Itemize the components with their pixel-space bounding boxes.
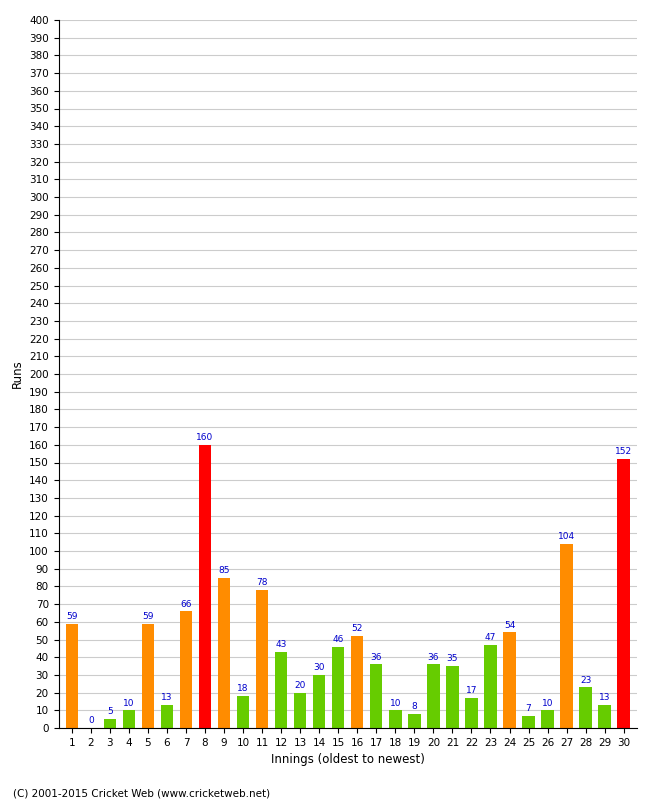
Bar bbox=[104, 719, 116, 728]
Bar bbox=[503, 633, 515, 728]
Bar bbox=[599, 705, 611, 728]
Text: 36: 36 bbox=[370, 653, 382, 662]
Text: 13: 13 bbox=[599, 694, 610, 702]
Bar bbox=[370, 664, 382, 728]
Text: 23: 23 bbox=[580, 676, 592, 685]
Bar bbox=[579, 687, 592, 728]
Text: 54: 54 bbox=[504, 621, 515, 630]
Bar bbox=[523, 716, 535, 728]
Text: 35: 35 bbox=[447, 654, 458, 663]
Text: 20: 20 bbox=[294, 681, 306, 690]
Bar bbox=[465, 698, 478, 728]
Text: 152: 152 bbox=[615, 447, 632, 456]
Text: 7: 7 bbox=[526, 704, 532, 713]
Bar bbox=[180, 611, 192, 728]
Text: 85: 85 bbox=[218, 566, 230, 575]
Bar bbox=[275, 652, 287, 728]
Bar bbox=[123, 710, 135, 728]
X-axis label: Innings (oldest to newest): Innings (oldest to newest) bbox=[271, 754, 424, 766]
Bar bbox=[66, 623, 78, 728]
Text: 78: 78 bbox=[256, 578, 268, 587]
Bar bbox=[218, 578, 230, 728]
Bar bbox=[447, 666, 459, 728]
Text: (C) 2001-2015 Cricket Web (www.cricketweb.net): (C) 2001-2015 Cricket Web (www.cricketwe… bbox=[13, 788, 270, 798]
Text: 17: 17 bbox=[465, 686, 477, 695]
Text: 52: 52 bbox=[352, 624, 363, 634]
Bar bbox=[351, 636, 363, 728]
Text: 66: 66 bbox=[180, 599, 192, 609]
Bar bbox=[256, 590, 268, 728]
Bar bbox=[161, 705, 173, 728]
Text: 10: 10 bbox=[123, 698, 135, 708]
Text: 46: 46 bbox=[333, 635, 344, 644]
Bar bbox=[313, 675, 326, 728]
Bar bbox=[199, 445, 211, 728]
Text: 5: 5 bbox=[107, 707, 112, 717]
Text: 30: 30 bbox=[313, 663, 325, 672]
Text: 59: 59 bbox=[142, 612, 153, 621]
Y-axis label: Runs: Runs bbox=[10, 360, 23, 388]
Bar bbox=[389, 710, 402, 728]
Text: 36: 36 bbox=[428, 653, 439, 662]
Bar bbox=[484, 645, 497, 728]
Text: 0: 0 bbox=[88, 716, 94, 726]
Text: 10: 10 bbox=[389, 698, 401, 708]
Bar bbox=[294, 693, 306, 728]
Text: 104: 104 bbox=[558, 532, 575, 542]
Bar bbox=[427, 664, 439, 728]
Bar bbox=[541, 710, 554, 728]
Bar bbox=[332, 646, 345, 728]
Text: 43: 43 bbox=[276, 640, 287, 650]
Text: 18: 18 bbox=[237, 685, 249, 694]
Text: 47: 47 bbox=[485, 633, 496, 642]
Text: 8: 8 bbox=[411, 702, 417, 711]
Bar bbox=[408, 714, 421, 728]
Text: 10: 10 bbox=[542, 698, 553, 708]
Bar bbox=[618, 459, 630, 728]
Bar bbox=[237, 696, 249, 728]
Bar bbox=[142, 623, 154, 728]
Text: 59: 59 bbox=[66, 612, 77, 621]
Text: 160: 160 bbox=[196, 433, 214, 442]
Bar bbox=[560, 544, 573, 728]
Text: 13: 13 bbox=[161, 694, 173, 702]
